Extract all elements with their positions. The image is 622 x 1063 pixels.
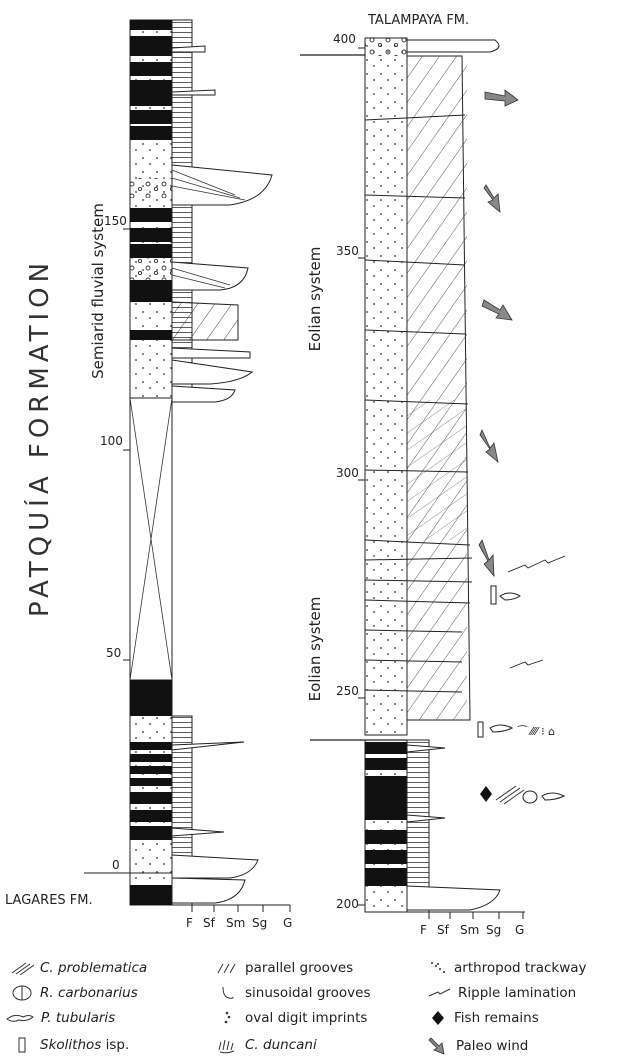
r-carbonarius-icon [12, 985, 32, 1001]
c-problematica-icon [495, 785, 525, 805]
legend-item: oval digit imprints [215, 1010, 367, 1026]
paleo-wind-icon [428, 1037, 445, 1055]
left-column [84, 19, 291, 912]
grain-label-right-sf: Sf [437, 923, 449, 937]
legend-item: parallel grooves [215, 960, 353, 976]
skolithos-icon [490, 585, 497, 605]
skolithos-icon [18, 1037, 26, 1053]
arthropod-trackway-icon [431, 962, 445, 973]
right-scale-250: 250 [336, 684, 359, 698]
legend-item: arthropod trackway [428, 960, 587, 976]
legend-label: Ripple lamination [458, 985, 577, 1001]
right-column: ⁀ ⁄⁄⁄⁄ ⁝ ⌂ [300, 37, 566, 919]
legend-item: Paleo wind [428, 1036, 528, 1056]
legend-label: P. tubularis [41, 1010, 116, 1026]
legend-item: Fish remains [428, 1010, 539, 1026]
paleo-wind-icon [483, 184, 501, 213]
right-upper-system-label: Eolian system [306, 246, 324, 352]
legend-label: Paleo wind [456, 1038, 529, 1054]
legend-label: Fish remains [454, 1010, 539, 1026]
sinusoidal-grooves-icon [222, 986, 234, 999]
legend-label: oval digit imprints [245, 1010, 368, 1026]
right-scale-300: 300 [336, 466, 359, 480]
legend-label: R. carbonarius [40, 985, 138, 1001]
fish-remains-icon [432, 1011, 444, 1025]
oval-digit-imprints-icon [224, 1011, 231, 1024]
legend-item: Ripple lamination [428, 985, 576, 1001]
legend-label: Skolithos isp. [40, 1037, 130, 1053]
legend-item: R. carbonarius [10, 985, 138, 1001]
legend-item: Skolithos isp. [10, 1036, 129, 1054]
right-scale-350: 350 [336, 244, 359, 258]
legend-label: C. problematica [40, 960, 148, 976]
legend-label: C. duncani [245, 1037, 317, 1053]
grain-label-right-sm: Sm [460, 923, 480, 937]
ripple-lamination-icon [428, 988, 451, 997]
legend-item: sinusoidal grooves [215, 985, 371, 1001]
left-scale-100: 100 [100, 434, 123, 448]
legend-item: P. tubularis [5, 1010, 115, 1026]
legend-label: parallel grooves [245, 960, 354, 976]
paleo-wind-icon [478, 539, 495, 578]
ripple-lamination-icon [509, 659, 544, 669]
right-lower-system-label: Eolian system [306, 596, 324, 702]
r-carbonarius-icon [522, 790, 538, 804]
legend-label: arthropod trackway [454, 960, 587, 976]
paleo-wind-icon [484, 89, 519, 107]
c-duncani-icon [218, 1039, 235, 1054]
parallel-grooves-icon [217, 963, 236, 974]
paleo-wind-icon [479, 428, 499, 464]
grain-label-left-sm: Sm [226, 916, 246, 930]
left-scale-50: 50 [106, 646, 122, 660]
top-unit-label: TALAMPAYA FM. [368, 13, 470, 28]
p-tubularis-icon [489, 724, 514, 733]
base-unit-label: LAGARES FM. [5, 893, 93, 908]
svg-text:⁀ ⁄⁄⁄⁄ ⁝ ⌂: ⁀ ⁄⁄⁄⁄ ⁝ ⌂ [517, 725, 555, 738]
p-tubularis-icon [6, 1014, 34, 1022]
grain-label-left-g: G [283, 916, 293, 930]
grain-label-right-g: G [515, 923, 525, 937]
legend-item: C. problematica [10, 960, 147, 976]
p-tubularis-icon [541, 792, 566, 801]
legend-item: C. duncani [215, 1036, 317, 1054]
grain-label-right-f: F [420, 923, 427, 937]
p-tubularis-icon [499, 592, 521, 601]
paleo-wind-icon [481, 299, 513, 321]
left-scale-0: 0 [112, 858, 120, 872]
formation-title: PATQUÍA FORMATION [25, 257, 55, 617]
grain-label-left-sf: Sf [203, 916, 215, 930]
grain-label-left-sg: Sg [252, 916, 268, 930]
left-scale-150: 150 [104, 214, 127, 228]
fish-remains-icon [480, 786, 492, 802]
right-scale-200: 200 [336, 897, 359, 911]
grain-label-left-f: F [186, 916, 193, 930]
c-problematica-icon [11, 962, 34, 975]
ripple-lamination-icon [507, 555, 566, 573]
right-scale-400: 400 [333, 32, 356, 46]
grain-label-right-sg: Sg [486, 923, 502, 937]
skolithos-icon [477, 721, 484, 738]
legend-label: sinusoidal grooves [245, 985, 371, 1001]
